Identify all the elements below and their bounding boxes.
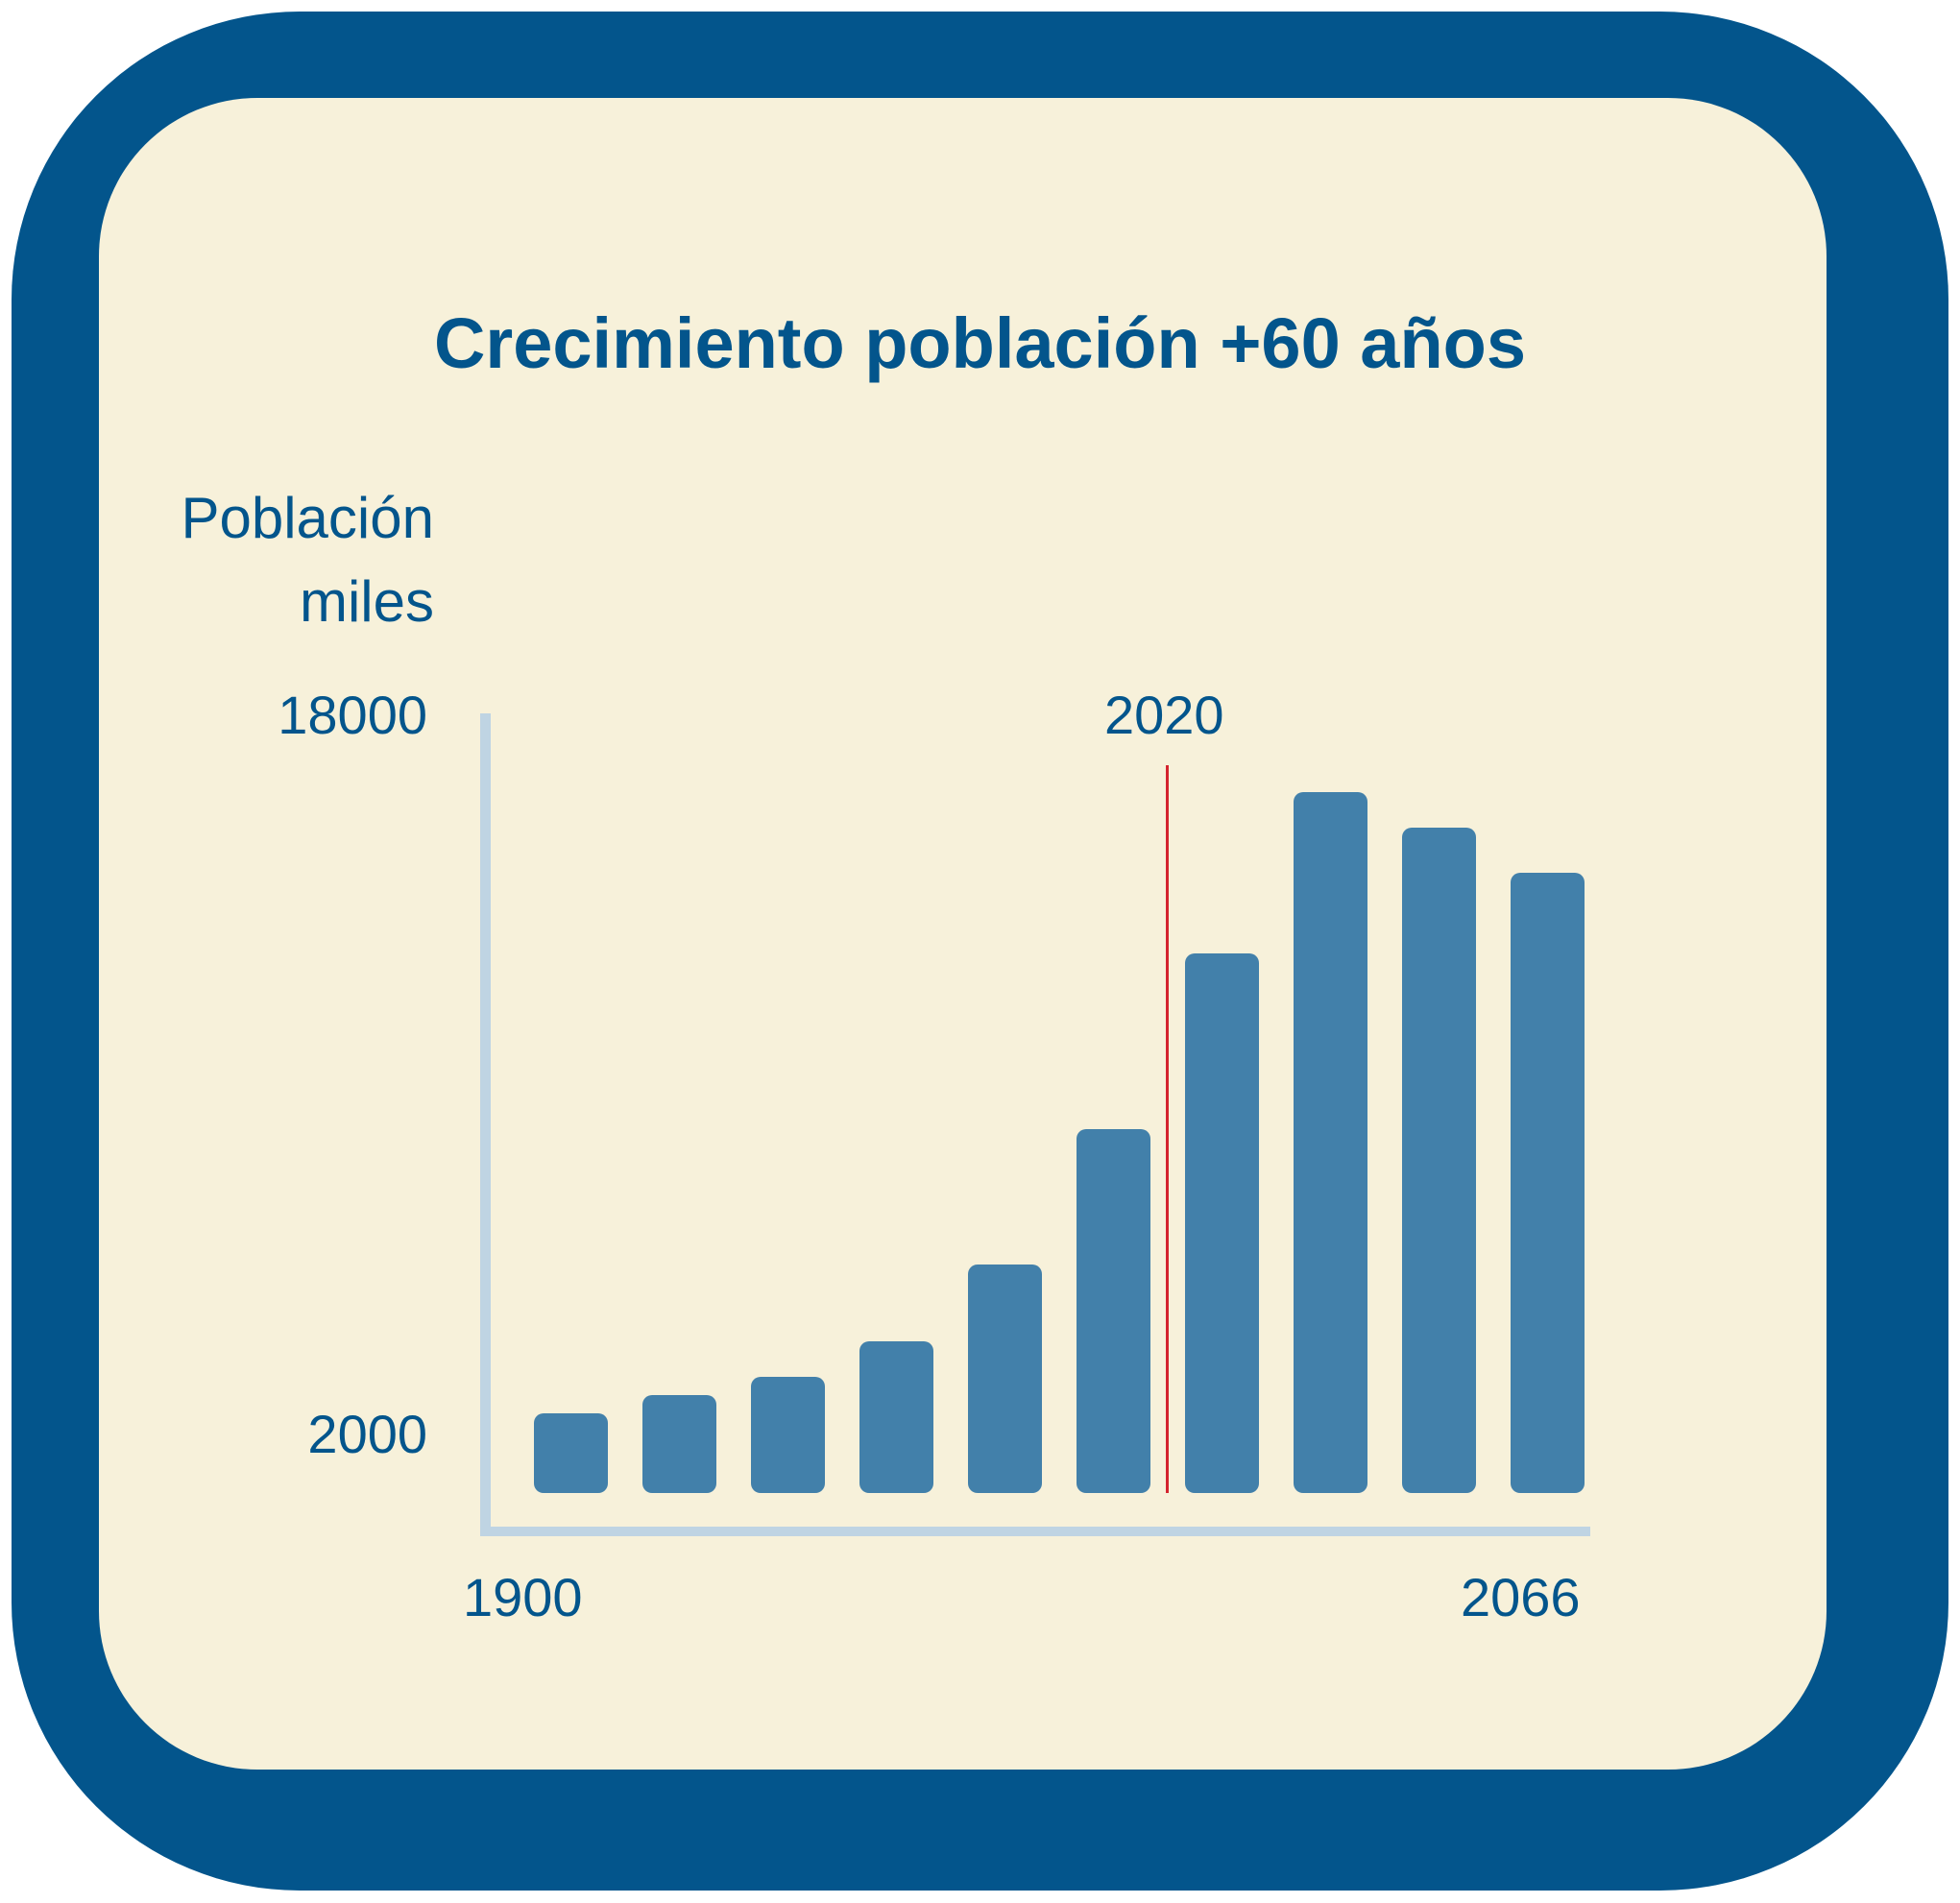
- y-tick-top: 18000: [278, 685, 427, 745]
- marker-line-2020: [1166, 765, 1169, 1493]
- bar-7: [1185, 953, 1259, 1493]
- x-tick-end: 2066: [1461, 1567, 1581, 1627]
- bar-6: [1077, 1129, 1150, 1493]
- chart-title: Crecimiento población +60 años: [433, 303, 1527, 383]
- bar-4: [859, 1340, 933, 1493]
- bar-10: [1511, 873, 1585, 1493]
- y-axis-line: [480, 713, 491, 1536]
- bar-3: [751, 1377, 825, 1493]
- bar-9: [1402, 828, 1476, 1493]
- bar-8: [1294, 791, 1367, 1493]
- x-axis-line: [480, 1527, 1590, 1536]
- bar-5: [968, 1264, 1042, 1493]
- y-axis-label-line1: Población: [181, 486, 434, 550]
- y-tick-bottom: 2000: [307, 1404, 427, 1464]
- y-axis-label-line2: miles: [299, 569, 434, 634]
- bar-1: [534, 1412, 608, 1493]
- marker-label: 2020: [1104, 685, 1224, 745]
- x-tick-start: 1900: [463, 1567, 583, 1627]
- bar-2: [642, 1394, 716, 1493]
